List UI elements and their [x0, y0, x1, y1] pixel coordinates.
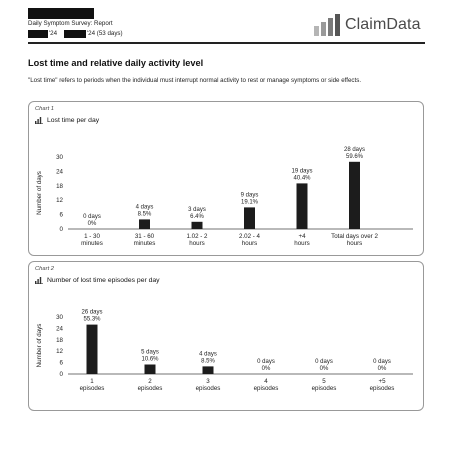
x-tick-label: episodes [370, 385, 395, 392]
x-tick-label: episodes [254, 385, 279, 392]
x-tick-label: 3 [206, 378, 210, 385]
logo-text: ClaimData [345, 16, 421, 33]
data-label-days: 0 days [373, 359, 391, 365]
chart-kicker: Chart 2 [35, 266, 55, 272]
data-label-days: 5 days [141, 350, 159, 356]
data-label-days: 0 days [83, 214, 101, 220]
data-label-days: 9 days [241, 192, 259, 198]
x-tick-label: 2 [148, 378, 152, 385]
data-label-percent: 40.4% [293, 175, 311, 181]
data-label-days: 4 days [136, 204, 154, 210]
y-tick-label: 18 [56, 337, 63, 344]
redacted-end-date [64, 30, 86, 38]
data-label-days: 26 days [81, 310, 102, 316]
y-tick-label: 30 [56, 154, 63, 161]
date-end-suffix: '24 (53 days) [87, 30, 123, 37]
x-tick-label: hours [189, 240, 204, 247]
x-tick-label: 4 [264, 378, 268, 385]
x-tick-label: hours [347, 240, 362, 247]
data-label-percent: 10.6% [141, 357, 159, 363]
x-tick-label: +4 [298, 233, 306, 240]
chart-kicker: Chart 1 [35, 106, 55, 112]
page-description: "Lost time" refers to periods when the i… [28, 77, 362, 84]
bar [296, 183, 308, 229]
chart-icon [35, 277, 43, 284]
x-tick-label: 1 [90, 378, 94, 385]
bar [191, 221, 203, 229]
header-divider [28, 42, 425, 44]
data-label-percent: 0% [262, 366, 271, 372]
chart-header: Number of lost time episodes per day [35, 277, 160, 284]
claimdata-logo: ClaimData [314, 14, 421, 36]
page-title: Lost time and relative daily activity le… [28, 58, 204, 68]
data-label-percent: 0% [88, 221, 97, 227]
y-tick-label: 24 [56, 325, 63, 332]
y-tick-label: 12 [56, 348, 63, 355]
y-tick-label: 0 [60, 371, 64, 378]
data-label-days: 3 days [188, 207, 206, 213]
data-label-days: 28 days [344, 147, 365, 153]
chart-header: Lost time per day [35, 117, 99, 124]
y-tick-label: 30 [56, 314, 63, 321]
chart-card-episodes: Chart 2 Number of lost time episodes per… [28, 261, 424, 411]
data-label-percent: 0% [378, 366, 387, 372]
data-label-percent: 0% [320, 366, 329, 372]
x-tick-label: 5 [322, 378, 326, 385]
y-tick-label: 18 [56, 183, 63, 190]
data-label-percent: 55.3% [83, 317, 101, 323]
x-tick-label: Total days over 2 [331, 233, 378, 240]
chart-title: Lost time per day [47, 117, 100, 124]
x-tick-label: 31 - 60 [135, 233, 155, 240]
bar [244, 207, 255, 229]
y-axis-label: Number of days [36, 171, 43, 215]
data-label-percent: 8.5% [201, 358, 215, 364]
y-tick-label: 6 [60, 360, 64, 367]
bar [139, 219, 150, 229]
x-tick-label: minutes [81, 240, 103, 247]
y-tick-label: 6 [60, 212, 64, 219]
x-tick-label: 2.02 - 4 [239, 233, 261, 240]
bar [349, 161, 360, 229]
x-tick-label: +5 [378, 378, 386, 385]
x-tick-label: episodes [196, 385, 221, 392]
date-start-suffix: '24 [49, 30, 58, 37]
chart-title: Number of lost time episodes per day [47, 277, 160, 284]
bar-chart-logo-icon [314, 14, 340, 36]
data-label-percent: 6.4% [190, 214, 204, 220]
data-label-days: 19 days [291, 168, 312, 174]
data-label-days: 0 days [257, 359, 275, 365]
bar [144, 364, 156, 374]
x-tick-label: episodes [312, 385, 337, 392]
x-tick-label: episodes [138, 385, 163, 392]
chart-icon [35, 117, 43, 124]
bar [202, 366, 214, 374]
x-tick-label: hours [242, 240, 257, 247]
redacted-start-date [28, 30, 48, 38]
y-tick-label: 12 [56, 197, 63, 204]
data-label-percent: 8.5% [138, 211, 152, 217]
chart-card-lost-time: Chart 1 Lost time per day Number of days… [28, 101, 424, 256]
x-tick-label: minutes [134, 240, 156, 247]
redacted-name [28, 8, 94, 19]
x-tick-label: hours [294, 240, 309, 247]
data-label-days: 4 days [199, 351, 217, 357]
report-title: Daily Symptom Survey: Report [28, 20, 113, 27]
y-axis-label: Number of days [36, 324, 43, 368]
data-label-percent: 19.1% [241, 199, 259, 205]
x-tick-label: episodes [80, 385, 105, 392]
x-tick-label: 1.02 - 2 [187, 233, 209, 240]
bar [86, 324, 98, 374]
data-label-days: 0 days [315, 359, 333, 365]
y-tick-label: 24 [56, 168, 63, 175]
y-tick-label: 0 [60, 226, 64, 233]
data-label-percent: 59.6% [346, 154, 364, 160]
x-tick-label: 1 - 30 [84, 233, 100, 240]
